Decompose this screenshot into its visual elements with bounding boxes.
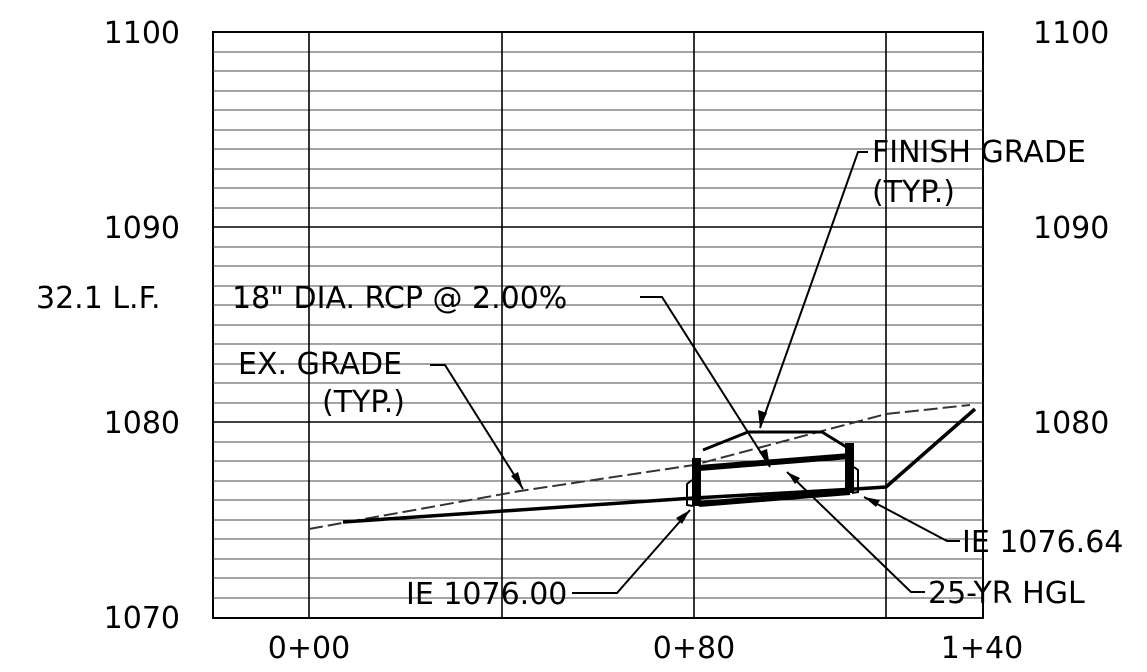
elevation-label-right-1080: 1080	[1033, 406, 1109, 441]
station-label-1-40: 1+40	[941, 631, 1023, 666]
hgl-label: 25-YR HGL	[928, 576, 1085, 611]
existing-grade-leader	[430, 364, 524, 490]
upstream-invert-label: IE 1076.00	[406, 577, 567, 612]
elevation-label-left-1100: 1100	[104, 16, 180, 51]
station-label-0-80: 0+80	[653, 631, 735, 666]
downstream-ie-leader	[863, 496, 960, 542]
existing-grade-typ-label: (TYP.)	[322, 385, 405, 420]
horizontal-gridlines	[213, 51, 983, 599]
existing-grade-label: EX. GRADE	[238, 347, 402, 382]
upstream-ie-leader	[572, 509, 691, 594]
existing-grade-line	[308, 404, 971, 530]
downstream-structure	[845, 443, 859, 494]
elevation-label-right-1090: 1090	[1033, 211, 1109, 246]
finish-grade-leader	[759, 151, 868, 429]
pipe-length-label: 32.1 L.F.	[36, 281, 161, 316]
existing-grade-arrowhead	[511, 472, 523, 489]
finish-grade-line	[342, 407, 977, 524]
pipe-callout-leader	[640, 296, 771, 468]
finish-grade-label: FINISH GRADE	[872, 135, 1086, 170]
hgl-leader	[786, 471, 925, 593]
elevation-label-left-1080: 1080	[104, 406, 180, 441]
hgl-line	[698, 457, 851, 471]
station-label-0-00: 0+00	[268, 631, 350, 666]
upstream-structure	[686, 458, 701, 507]
rcp-pipe	[698, 453, 851, 507]
downstream-ie-arrowhead	[864, 497, 880, 507]
finish-grade-typ-label: (TYP.)	[872, 175, 955, 210]
pipe-callout-label: 18" DIA. RCP @ 2.00%	[232, 281, 567, 316]
upstream-ie-arrowhead	[676, 510, 690, 524]
elevation-label-left-1090: 1090	[104, 211, 180, 246]
hgl-arrowhead	[787, 472, 800, 484]
elevation-label-right-1100: 1100	[1033, 16, 1109, 51]
pipe-callout-arrowhead	[759, 449, 770, 467]
vertical-gridlines	[308, 32, 887, 618]
elevation-label-left-1070: 1070	[104, 601, 180, 636]
downstream-invert-label: IE 1076.64	[962, 525, 1123, 560]
finish-grade-mound	[702, 430, 849, 452]
finish-grade-arrowhead	[758, 410, 767, 428]
